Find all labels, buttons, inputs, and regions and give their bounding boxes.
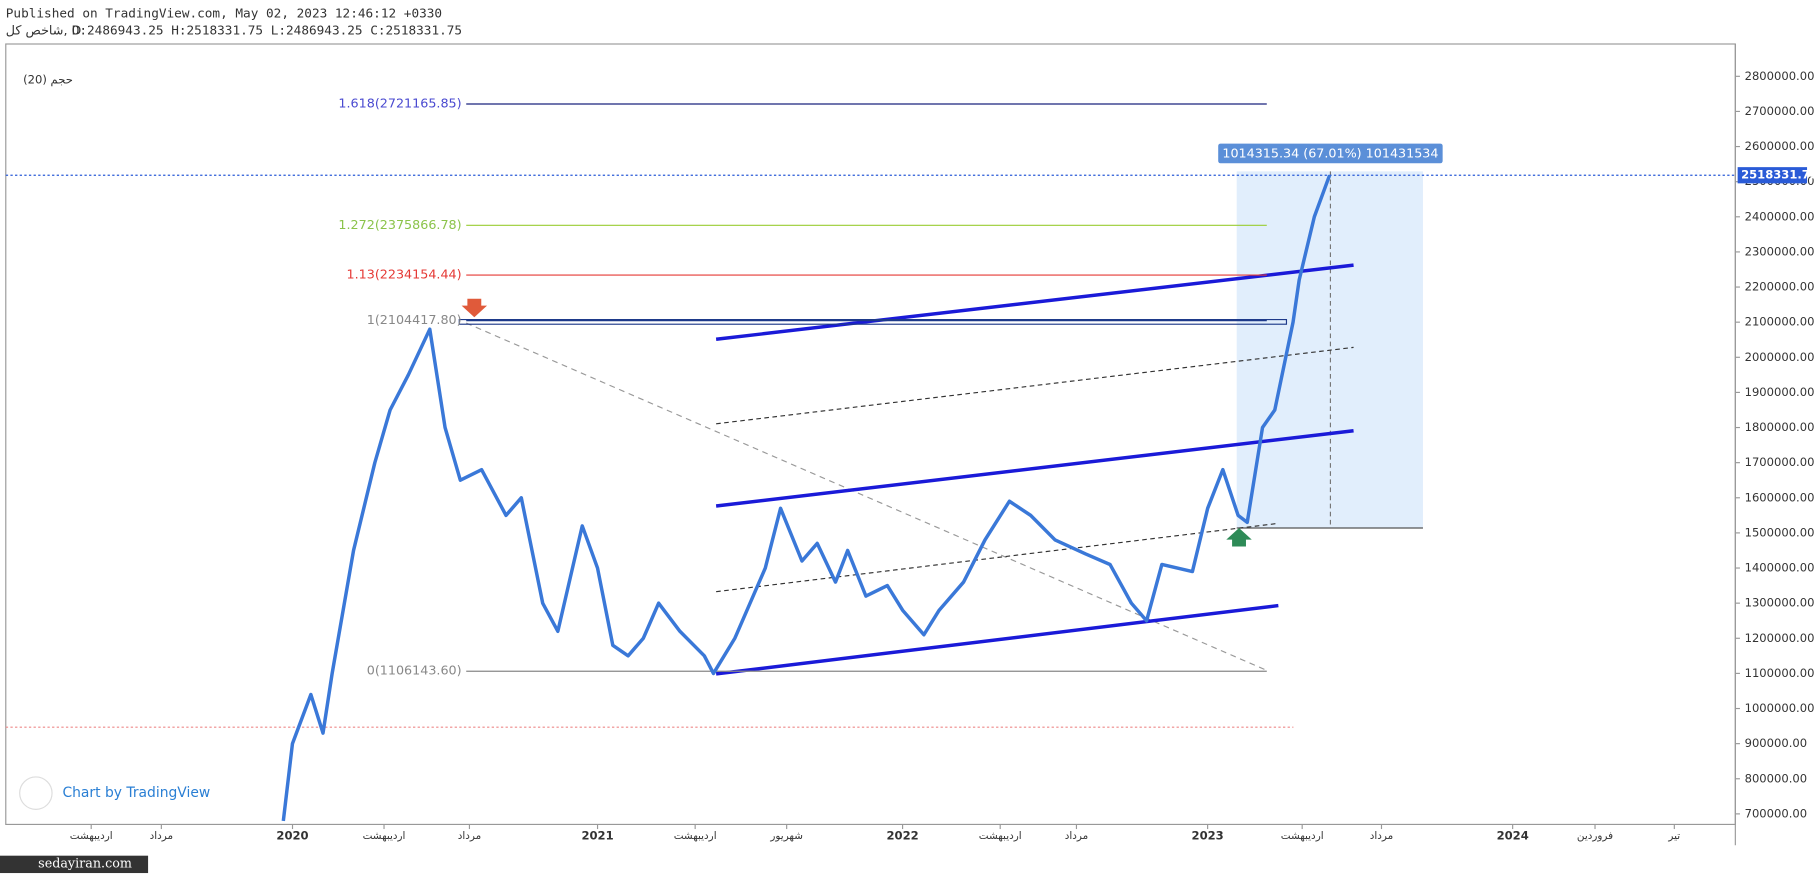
x-tick-label: اردیبهشت [979, 830, 1022, 842]
price-line [281, 174, 1332, 822]
y-tick-label: 2100000.00 [1745, 315, 1814, 329]
indicator: (20) حجم [23, 72, 73, 86]
x-tick-label: شهریور [769, 830, 803, 842]
published: Published on TradingView.com, May 02, 20… [6, 6, 442, 21]
y-tick-label: 2200000.00 [1745, 280, 1814, 294]
y-tick-label: 1300000.00 [1745, 596, 1814, 610]
measure-tag [1218, 143, 1443, 164]
x-tick-label: 2022 [886, 828, 918, 842]
watermark: Chart by TradingView [62, 785, 210, 801]
fib-label: 1.272(2375866.78) [338, 218, 461, 233]
up-arrow [1226, 528, 1252, 547]
y-tick-label: 1800000.00 [1745, 420, 1814, 434]
symbol: شاخص کل, D [6, 24, 82, 39]
channel-line [715, 263, 1354, 341]
x-tick-label: اردیبهشت [70, 830, 113, 842]
y-tick-label: 1600000.00 [1745, 490, 1814, 504]
fib-label: 0(1106143.60) [367, 664, 462, 679]
y-tick-label: 800000.00 [1745, 771, 1808, 785]
y-tick-label: 1000000.00 [1745, 701, 1814, 715]
channel-mid [716, 346, 1354, 425]
site-badge [0, 855, 149, 874]
plot-frame [5, 43, 1736, 825]
x-tick-label: مرداد [150, 830, 173, 842]
y-tick-label: 1700000.00 [1745, 455, 1814, 469]
y-tick-label: 2300000.00 [1745, 244, 1814, 258]
x-tick-label: تیر [1667, 830, 1680, 842]
x-tick-label: مرداد [458, 830, 481, 842]
x-tick-label: 2023 [1192, 828, 1224, 842]
price-tag-label: 2518331.75 [1741, 168, 1814, 182]
ohlc: O:2486943.25 H:2518331.75 L:2486943.25 C… [72, 24, 462, 39]
price-tag [1737, 167, 1808, 184]
x-tick-label: مرداد [1370, 830, 1393, 842]
fib-label: 1.13(2234154.44) [347, 268, 462, 283]
x-tick-label: اردیبهشت [363, 830, 406, 842]
y-tick-label: 2700000.00 [1745, 104, 1814, 118]
measure-label: 1014315.34 (67.01%) 101431534 [1222, 146, 1438, 161]
y-tick-label: 700000.00 [1745, 806, 1808, 820]
x-tick-label: 2020 [276, 828, 308, 842]
y-tick-label: 2000000.00 [1745, 350, 1814, 364]
channel-line [715, 603, 1279, 676]
y-tick-label: 1100000.00 [1745, 666, 1814, 680]
fib-label: 1.618(2721165.85) [338, 96, 461, 111]
tv-logo [19, 776, 53, 810]
fib-label: 1(2104417.80) [367, 313, 462, 328]
y-tick-label: 1400000.00 [1745, 561, 1814, 575]
x-tick-label: اردیبهشت [1281, 830, 1324, 842]
y-tick-label: 1200000.00 [1745, 631, 1814, 645]
y-tick-label: 2800000.00 [1745, 69, 1814, 83]
y-tick-label: 1900000.00 [1745, 385, 1814, 399]
x-tick-label: اردیبهشت [674, 830, 717, 842]
site: sedayiran.com [38, 856, 132, 871]
y-tick-label: 2600000.00 [1745, 139, 1814, 153]
x-tick-label: 2021 [581, 828, 613, 842]
y-tick-label: 900000.00 [1745, 736, 1808, 750]
x-tick-label: 2024 [1497, 828, 1529, 842]
channel-line [715, 429, 1354, 508]
x-tick-label: مرداد [1065, 830, 1088, 842]
x-tick-label: فروردین [1577, 830, 1613, 842]
down-arrow [461, 298, 488, 318]
channel-mid [716, 522, 1279, 593]
y-tick-label: 2400000.00 [1745, 209, 1814, 223]
resistance-box [458, 319, 1288, 325]
y-tick-label: 1500000.00 [1745, 525, 1814, 539]
